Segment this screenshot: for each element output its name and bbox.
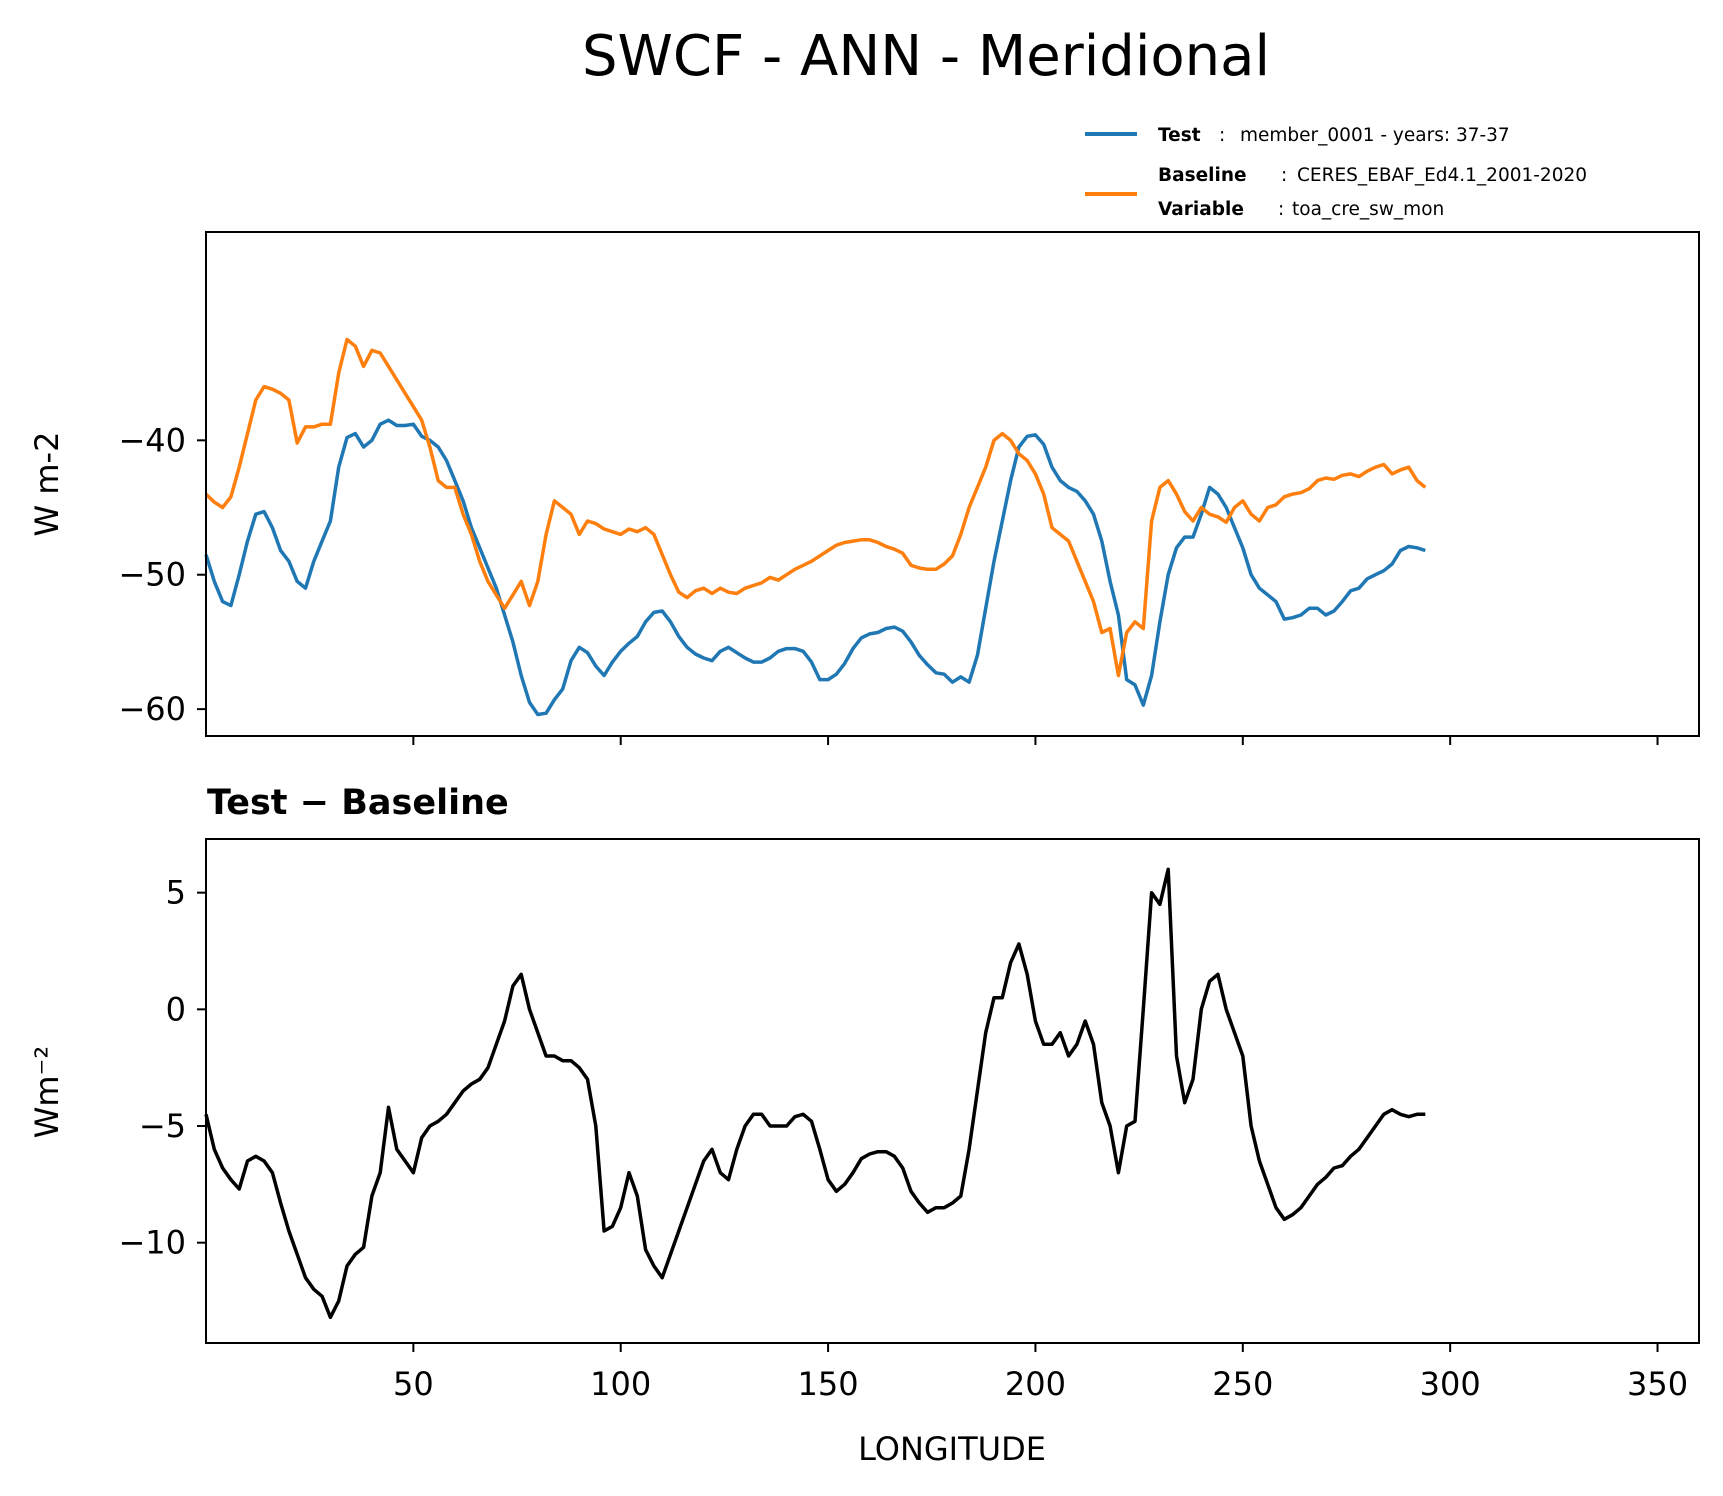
bottom-x-tick-label: 150 — [798, 1365, 859, 1403]
top-y-tick-label: −40 — [118, 421, 186, 459]
bottom-plot-area — [204, 867, 1426, 1320]
legend: Test : member_0001 - years: 37-37 Baseli… — [1085, 125, 1587, 220]
legend-label-test-sep: : — [1219, 125, 1225, 146]
legend-label-baseline-sep: : — [1281, 165, 1287, 186]
legend-label-baseline-text: CERES_EBAF_Ed4.1_2001-2020 — [1297, 165, 1587, 186]
bottom-y-tick-label: 0 — [166, 990, 186, 1028]
bottom-x-tick-label: 50 — [393, 1365, 434, 1403]
series-line-baseline — [204, 337, 1427, 678]
bottom-y-ticks: 5 0 −5 −10 — [118, 874, 206, 1262]
legend-label-variable-sep: : — [1278, 199, 1284, 220]
top-panel: W m-2 −40 −50 −60 — [28, 231, 1700, 745]
legend-label-variable-text: toa_cre_sw_mon — [1292, 199, 1444, 220]
bottom-y-axis-label: Wm⁻² — [28, 1046, 66, 1139]
top-y-tick-label: −60 — [118, 690, 186, 728]
top-y-axis-label: W m-2 — [28, 432, 66, 537]
bottom-x-tick-label: 300 — [1420, 1365, 1481, 1403]
series-line-test-baseline — [204, 867, 1426, 1320]
bottom-y-tick-label: 5 — [166, 874, 186, 912]
bottom-y-tick-label: −10 — [118, 1224, 186, 1262]
top-plot-area — [204, 337, 1427, 717]
top-y-tick-label: −50 — [118, 556, 186, 594]
bottom-plot-frame — [205, 838, 1700, 1344]
legend-label-test-bold: Test — [1158, 125, 1201, 146]
bottom-panel: Test − Baseline Wm⁻² 50−5−10 50 100 150 200… — [28, 783, 1700, 1468]
legend-label-variable-bold: Variable — [1158, 199, 1244, 220]
bottom-x-ticks: 50 100 150 200 250 300 350 — [393, 1343, 1688, 1403]
bottom-y-tick-label: −5 — [139, 1107, 186, 1145]
top-plot-frame — [205, 231, 1700, 737]
top-y-ticks: −40 −50 −60 — [118, 421, 206, 728]
bottom-x-tick-label: 200 — [1005, 1365, 1066, 1403]
series-line-test — [204, 418, 1426, 717]
figure-title: SWCF - ANN - Meridional — [582, 24, 1270, 89]
bottom-panel-title: Test − Baseline — [207, 783, 509, 823]
top-x-ticks — [412, 736, 1659, 745]
bottom-x-tick-label: 350 — [1627, 1365, 1688, 1403]
x-axis-label: LONGITUDE — [858, 1430, 1046, 1468]
bottom-x-tick-label: 250 — [1212, 1365, 1273, 1403]
legend-label-test-text: member_0001 - years: 37-37 — [1240, 125, 1510, 146]
legend-label-baseline-bold: Baseline — [1158, 165, 1247, 186]
bottom-x-tick-label: 100 — [590, 1365, 651, 1403]
